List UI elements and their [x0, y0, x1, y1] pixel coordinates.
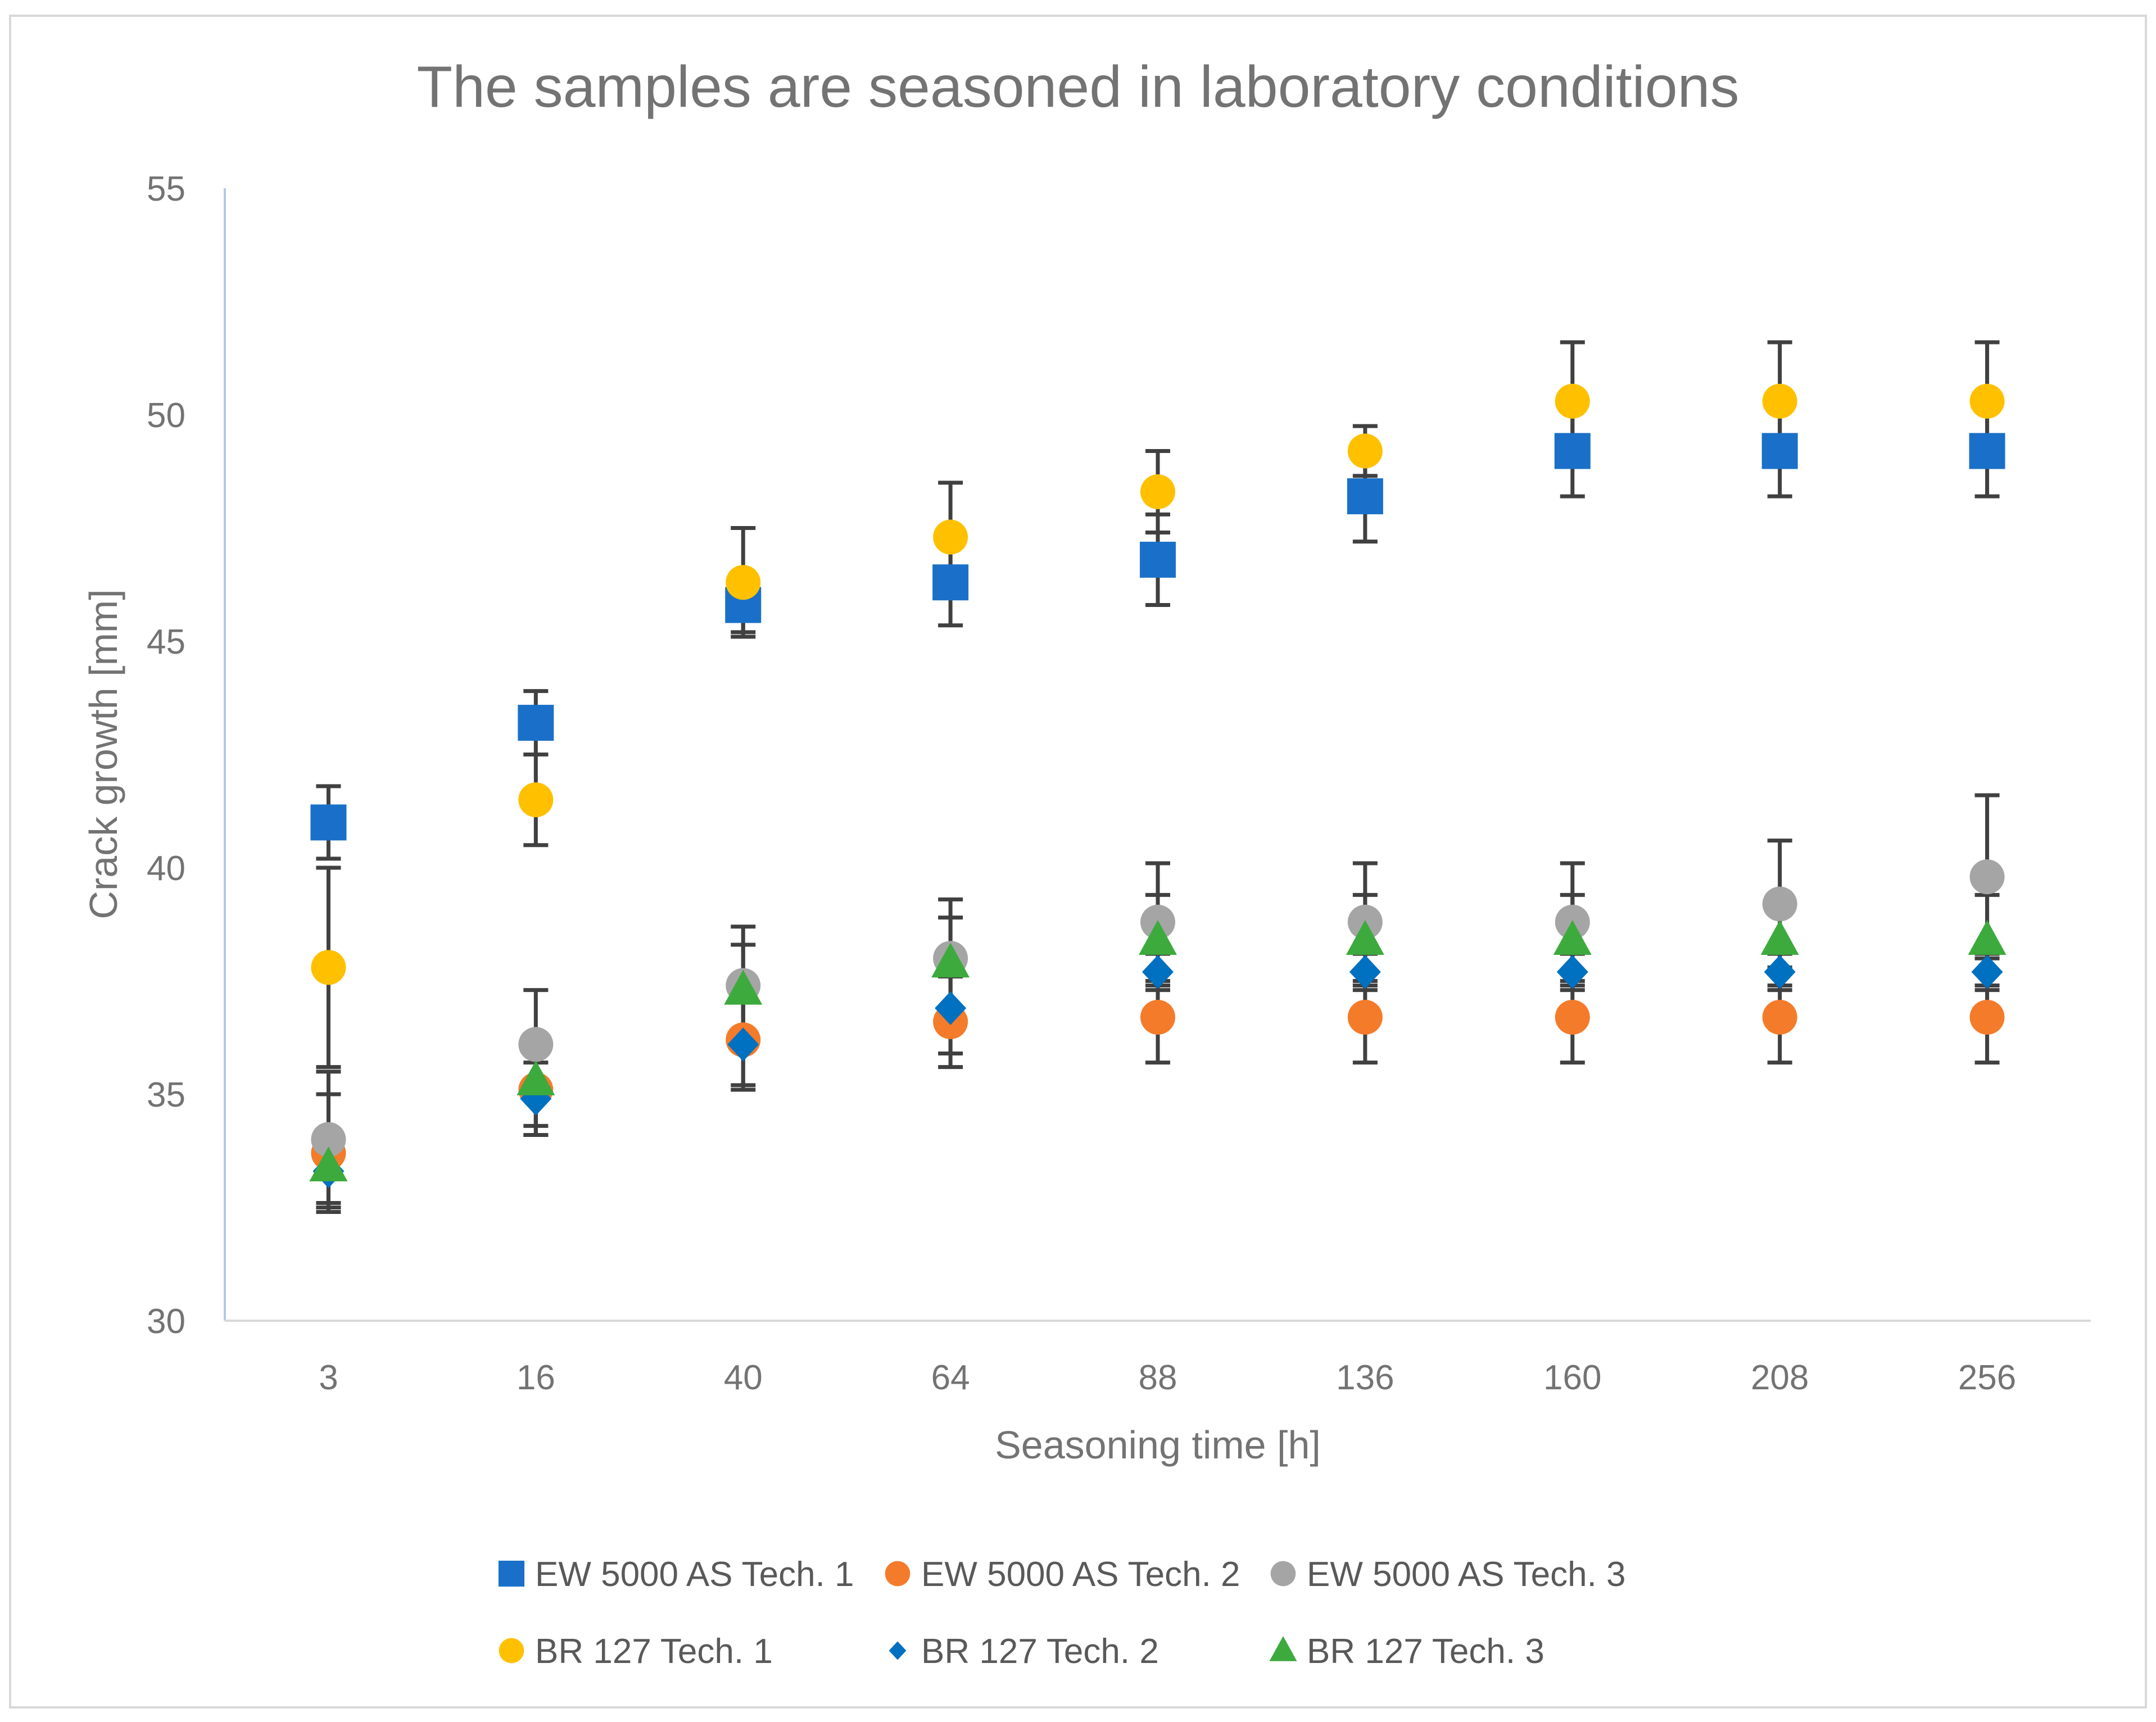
data-point — [1346, 919, 1384, 955]
data-point — [310, 804, 347, 841]
data-point — [1347, 999, 1383, 1035]
legend-label: BR 127 Tech. 3 — [1307, 1632, 1544, 1671]
data-point — [517, 1060, 555, 1095]
data-point — [1553, 919, 1592, 955]
legend-label: EW 5000 AS Tech. 1 — [535, 1555, 854, 1594]
legend-label: BR 127 Tech. 2 — [921, 1632, 1159, 1671]
data-point — [727, 1027, 759, 1062]
y-tick-label: 50 — [147, 396, 185, 435]
legend-marker — [889, 1641, 907, 1660]
x-tick-label: 40 — [724, 1358, 763, 1397]
legend-item: BR 127 Tech. 3 — [1269, 1632, 1544, 1671]
legend-marker — [498, 1560, 525, 1587]
data-point — [1760, 919, 1799, 955]
legend-item: EW 5000 AS Tech. 1 — [498, 1555, 854, 1594]
legend: EW 5000 AS Tech. 1 EW 5000 AS Tech. 2 EW 5… — [498, 1555, 1626, 1671]
data-point — [1554, 433, 1591, 469]
x-tick-label: 160 — [1543, 1358, 1601, 1397]
data-point — [1969, 433, 2005, 469]
legend-item: BR 127 Tech. 1 — [499, 1632, 773, 1671]
data-point — [1764, 955, 1796, 989]
data-point — [1140, 541, 1176, 578]
data-point — [1969, 999, 2005, 1035]
data-point — [931, 942, 970, 978]
legend-item: EW 5000 AS Tech. 3 — [1270, 1555, 1626, 1594]
data-point — [309, 1146, 348, 1181]
legend-marker — [885, 1561, 911, 1587]
chart-border — [9, 15, 2147, 1709]
data-point — [1140, 999, 1175, 1035]
data-point — [1555, 383, 1590, 419]
y-tick-labels: 30 35 40 45 50 55 — [147, 170, 185, 1341]
chart-title: The samples are seasoned in laboratory c… — [417, 55, 1740, 120]
data-point — [1761, 433, 1798, 469]
data-point — [1347, 478, 1383, 515]
data-point — [311, 1122, 346, 1157]
data-point — [935, 991, 967, 1025]
plot-axes — [224, 188, 2091, 1322]
data-point — [1142, 955, 1174, 989]
y-axis-label: Crack growth [mm] — [81, 589, 125, 919]
x-axis-label: Seasoning time [h] — [995, 1423, 1321, 1467]
y-tick-label: 40 — [147, 849, 185, 888]
x-tick-label: 64 — [931, 1358, 970, 1397]
data-point — [724, 969, 763, 1005]
legend-marker — [1269, 1636, 1297, 1661]
data-point — [1968, 919, 2006, 955]
data-markers — [309, 383, 2006, 1189]
data-point — [1969, 859, 2005, 895]
x-tick-label: 208 — [1751, 1358, 1809, 1397]
data-point — [1762, 999, 1797, 1035]
x-tick-label: 3 — [319, 1358, 338, 1397]
legend-marker — [499, 1638, 524, 1664]
y-tick-label: 55 — [147, 170, 185, 209]
data-point — [311, 950, 346, 985]
data-point — [518, 1027, 554, 1062]
legend-label: EW 5000 AS Tech. 3 — [1307, 1555, 1626, 1594]
data-point — [1556, 955, 1588, 989]
data-point — [726, 565, 761, 600]
data-point — [518, 705, 554, 741]
data-point — [933, 519, 968, 555]
data-point — [1762, 886, 1797, 922]
data-point — [1555, 999, 1590, 1035]
y-tick-label: 30 — [147, 1302, 185, 1341]
legend-label: EW 5000 AS Tech. 2 — [921, 1555, 1240, 1594]
data-point — [932, 564, 969, 601]
x-tick-label: 88 — [1139, 1358, 1177, 1397]
x-tick-label: 16 — [517, 1358, 555, 1397]
legend-item: BR 127 Tech. 2 — [889, 1632, 1159, 1671]
data-point — [1349, 955, 1381, 989]
data-point — [1762, 383, 1797, 419]
legend-marker — [1270, 1561, 1296, 1587]
y-tick-label: 45 — [147, 623, 185, 661]
x-tick-label: 256 — [1958, 1358, 2016, 1397]
data-point — [1140, 474, 1175, 510]
data-point — [1139, 919, 1177, 955]
x-tick-labels: 3 16 40 64 88 136 160 208 256 — [319, 1358, 2016, 1397]
legend-label: BR 127 Tech. 1 — [535, 1632, 773, 1671]
data-point — [518, 782, 554, 818]
data-point — [1347, 433, 1383, 469]
y-tick-label: 35 — [147, 1076, 185, 1114]
data-point — [1971, 955, 2003, 989]
data-point — [1969, 383, 2005, 419]
x-tick-label: 136 — [1336, 1358, 1394, 1397]
legend-item: EW 5000 AS Tech. 2 — [885, 1555, 1240, 1594]
